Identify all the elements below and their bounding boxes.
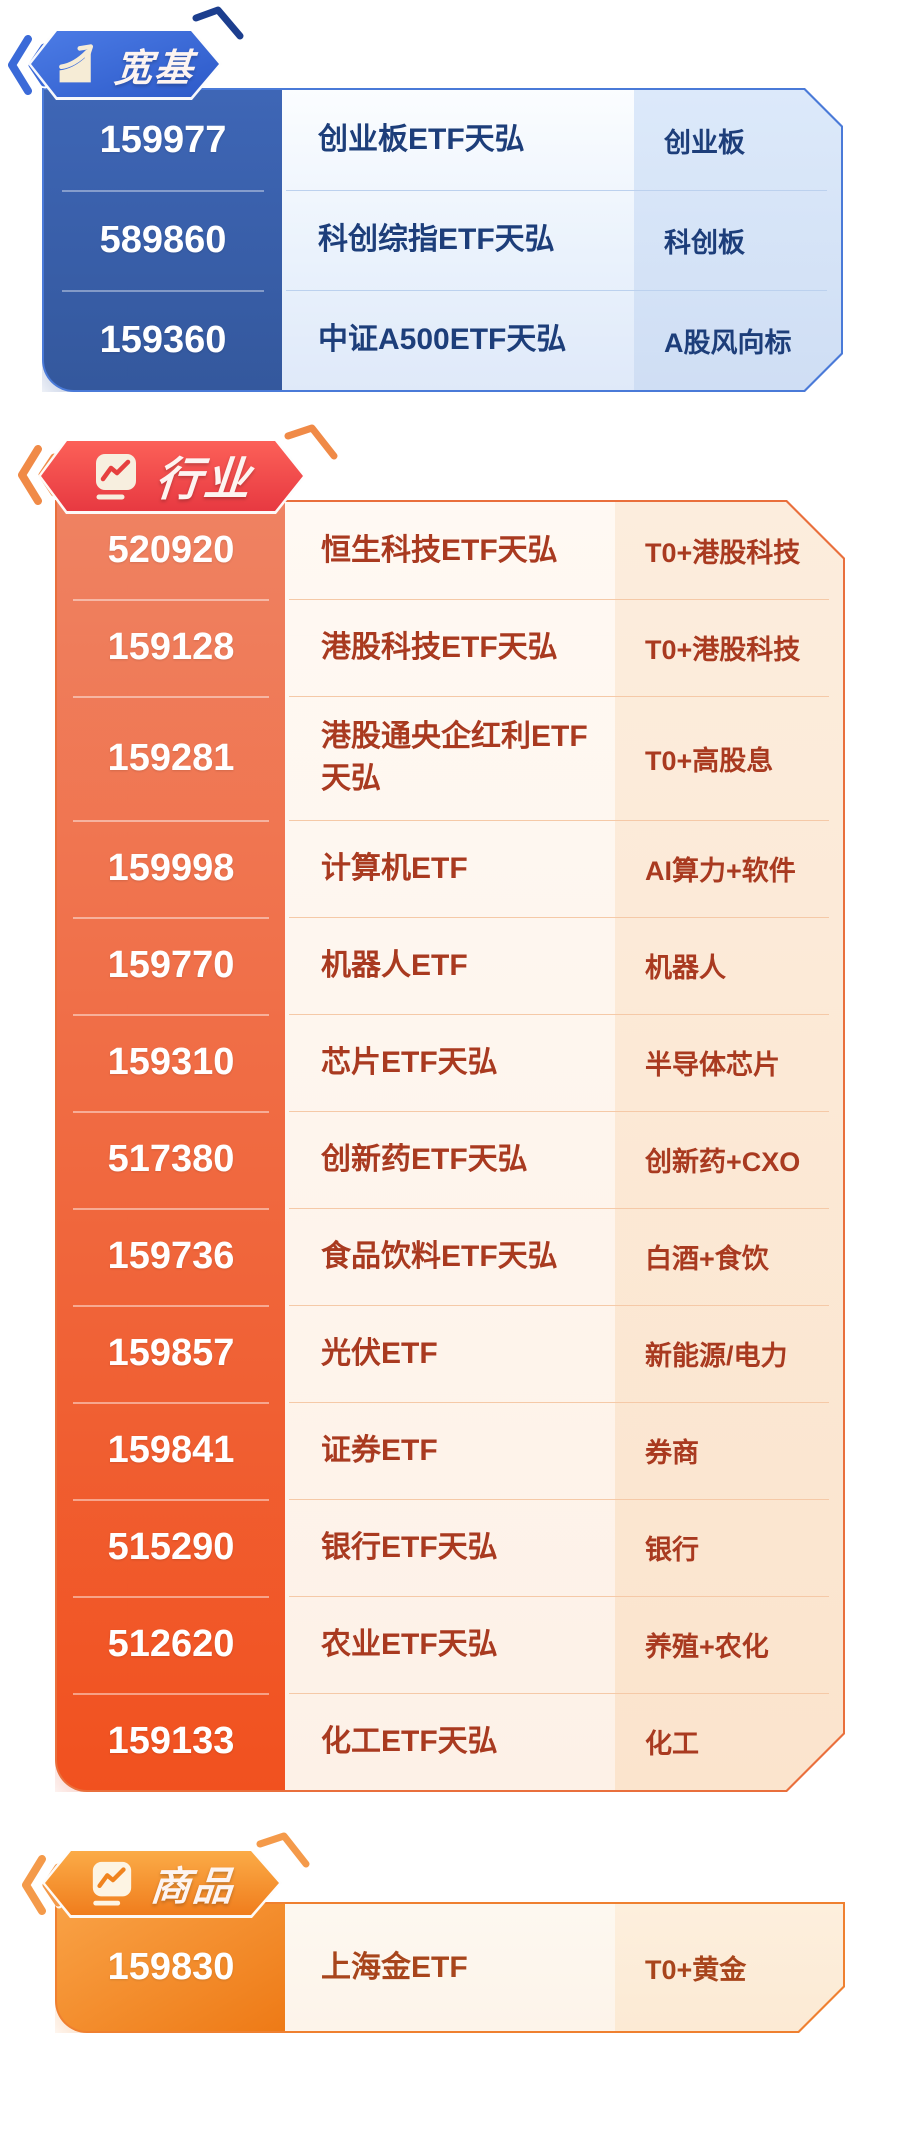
etf-code: 159281: [107, 736, 235, 779]
etf-row: 159360 中证A500ETF天弘 A股风向标: [44, 290, 841, 390]
etf-row: 159310 芯片ETF天弘 半导体芯片: [57, 1014, 843, 1111]
etf-row: 159736 食品饮料ETF天弘 白酒+食饮: [57, 1208, 843, 1305]
etf-name: 计算机ETF: [321, 851, 468, 885]
corner-accent-icon: [284, 424, 338, 460]
etf-name: 化工ETF天弘: [321, 1724, 498, 1758]
etf-tag: 半导体芯片: [645, 1050, 780, 1080]
etf-code: 159736: [107, 1235, 235, 1277]
etf-name: 港股通央企红利ETF天弘: [321, 720, 588, 795]
etf-code: 159857: [107, 1332, 235, 1374]
etf-name: 食品饮料ETF天弘: [321, 1239, 558, 1273]
etf-name: 恒生科技ETF天弘: [321, 533, 558, 567]
etf-row: 159998 计算机ETF AI算力+软件: [57, 820, 843, 917]
line-chart-icon: [89, 1859, 135, 1907]
section-title: 行业: [153, 453, 255, 505]
section-broad-base: 宽基 159977 创业板ETF天弘 创业板 589860 科创综指ETF天弘 …: [8, 6, 843, 392]
trend-up-icon: [55, 42, 99, 86]
etf-row: 159841 证券ETF 券商: [57, 1402, 843, 1499]
etf-row: 512620 农业ETF天弘 养殖+农化: [57, 1596, 843, 1693]
etf-row: 159128 港股科技ETF天弘 T0+港股科技: [57, 599, 843, 696]
etf-name: 科创综指ETF天弘: [318, 223, 555, 256]
section-title: 宽基: [112, 47, 197, 90]
etf-name: 芯片ETF天弘: [321, 1045, 498, 1079]
etf-name: 中证A500ETF天弘: [318, 323, 567, 356]
etf-tag: T0+港股科技: [645, 538, 801, 568]
etf-code: 159133: [107, 1720, 235, 1762]
etf-tag: 科创板: [664, 227, 745, 258]
etf-row: 159830 上海金ETF T0+黄金: [57, 1904, 843, 2031]
etf-tag: 白酒+食饮: [645, 1244, 769, 1274]
etf-table-commodity: 159830 上海金ETF T0+黄金: [55, 1902, 845, 2033]
section-header-broad: 宽基: [8, 6, 244, 100]
etf-code: 159830: [107, 1946, 235, 1988]
etf-code: 589860: [99, 218, 227, 261]
etf-code: 159977: [99, 118, 227, 161]
etf-name: 上海金ETF: [321, 1950, 468, 1984]
etf-name: 港股科技ETF天弘: [321, 630, 558, 664]
etf-name: 光伏ETF: [321, 1336, 438, 1370]
etf-row: 159281 港股通央企红利ETF天弘 T0+高股息: [57, 696, 843, 820]
etf-name: 机器人ETF: [321, 948, 468, 982]
corner-accent-icon: [256, 1832, 310, 1868]
etf-code: 520920: [107, 529, 235, 571]
etf-tag: T0+黄金: [645, 1955, 747, 1985]
etf-code: 159770: [107, 944, 235, 986]
etf-table-industry: 520920 恒生科技ETF天弘 T0+港股科技 159128 港股科技ETF天…: [55, 500, 845, 1792]
etf-name: 银行ETF天弘: [321, 1530, 498, 1564]
etf-tag: 银行: [645, 1535, 699, 1565]
section-header-industry: 行业: [18, 424, 338, 514]
etf-name: 创新药ETF天弘: [321, 1142, 528, 1176]
etf-code: 159841: [107, 1429, 235, 1471]
line-chart-icon: [92, 451, 140, 501]
etf-row: 159977 创业板ETF天弘 创业板: [44, 90, 841, 190]
section-industry: 行业 520920 恒生科技ETF天弘 T0+港股科技 159128 港股科技E…: [18, 424, 845, 1792]
etf-code: 517380: [107, 1138, 235, 1180]
section-commodity: 商品 159830 上海金ETF T0+黄金: [22, 1832, 845, 2033]
section-title: 商品: [148, 1865, 237, 1909]
etf-row: 589860 科创综指ETF天弘 科创板: [44, 190, 841, 290]
etf-row: 515290 银行ETF天弘 银行: [57, 1499, 843, 1596]
etf-name: 农业ETF天弘: [321, 1627, 498, 1661]
etf-row: 520920 恒生科技ETF天弘 T0+港股科技: [57, 502, 843, 599]
etf-table-broad: 159977 创业板ETF天弘 创业板 589860 科创综指ETF天弘 科创板…: [42, 88, 843, 392]
etf-tag: 养殖+农化: [645, 1632, 769, 1662]
etf-row: 159857 光伏ETF 新能源/电力: [57, 1305, 843, 1402]
etf-code: 515290: [107, 1526, 235, 1568]
section-badge: 宽基: [28, 28, 222, 100]
etf-name: 证券ETF: [321, 1433, 438, 1467]
etf-row: 159133 化工ETF天弘 化工: [57, 1693, 843, 1790]
etf-tag: T0+港股科技: [645, 635, 801, 665]
etf-tag: 创业板: [664, 127, 745, 158]
etf-code: 159128: [107, 626, 235, 668]
etf-tag: 创新药+CXO: [645, 1147, 801, 1177]
etf-tag: 化工: [645, 1729, 699, 1759]
etf-tag: 机器人: [645, 953, 726, 983]
section-header-commodity: 商品: [22, 1832, 310, 1918]
etf-row: 159770 机器人ETF 机器人: [57, 917, 843, 1014]
etf-row: 517380 创新药ETF天弘 创新药+CXO: [57, 1111, 843, 1208]
etf-tag: AI算力+软件: [645, 856, 796, 886]
etf-code: 512620: [107, 1623, 235, 1665]
etf-code: 159998: [107, 847, 235, 889]
etf-tag: A股风向标: [664, 327, 792, 358]
corner-accent-icon: [192, 6, 244, 40]
section-badge: 行业: [38, 438, 306, 514]
etf-tag: T0+高股息: [645, 745, 774, 776]
etf-code: 159360: [99, 318, 227, 361]
etf-tag: 新能源/电力: [645, 1341, 788, 1371]
etf-name: 创业板ETF天弘: [318, 123, 525, 156]
etf-code: 159310: [107, 1041, 235, 1083]
etf-tag: 券商: [645, 1438, 699, 1468]
section-badge: 商品: [42, 1848, 282, 1918]
